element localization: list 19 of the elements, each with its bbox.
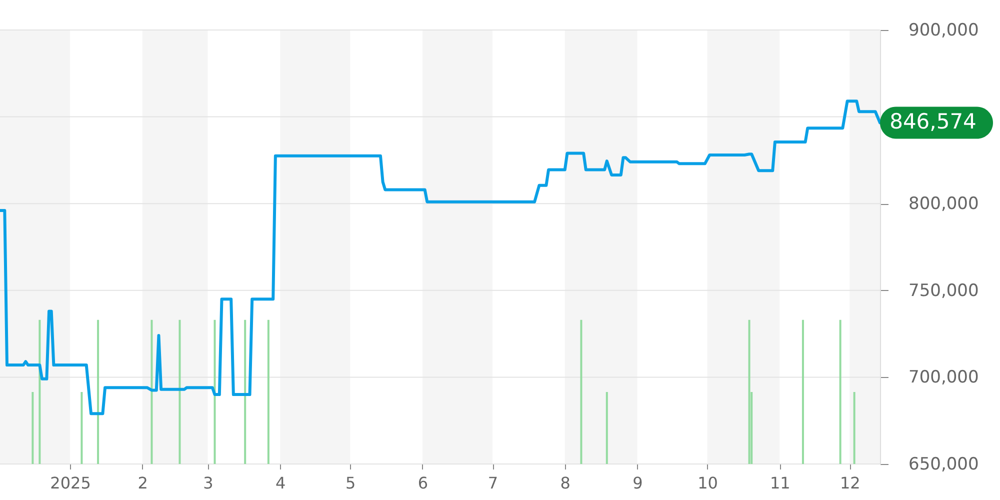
y-tick-label: 900,000: [908, 20, 979, 40]
x-tick-label: 9: [632, 474, 643, 492]
x-tick-label: 11: [770, 474, 790, 492]
x-tick-label: 3: [203, 474, 214, 492]
x-tick-label: 8: [560, 474, 570, 492]
y-tick-label: 700,000: [908, 368, 979, 388]
annotation: 846,574: [890, 110, 976, 134]
x-tick-label: 5: [346, 474, 356, 492]
line-series: [0, 100, 882, 416]
x-tick-label: 10: [698, 474, 718, 492]
x-tick-label: 7: [488, 474, 498, 492]
x-tick-label: 12: [840, 474, 860, 492]
x-tick-label: 2025: [50, 474, 91, 492]
y-tick-label: 800,000: [908, 194, 979, 214]
y-tick-label: 750,000: [908, 280, 979, 301]
x-tick-label: 6: [418, 474, 428, 492]
x-tick-label: 2: [138, 474, 148, 492]
x-tick-label: 4: [276, 474, 286, 492]
y-tick-label: 650,000: [908, 454, 979, 474]
